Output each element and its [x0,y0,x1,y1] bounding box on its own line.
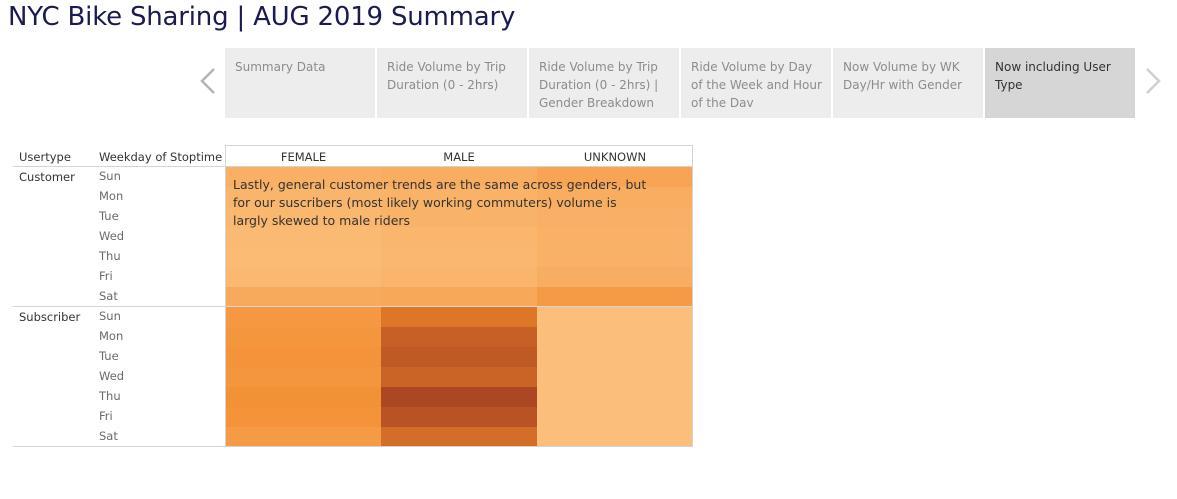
day-label-sat: Sat [99,289,118,303]
heatmap-cell[interactable] [226,187,381,207]
day-label-thu: Thu [99,389,121,403]
heatmap-cell[interactable] [226,267,381,287]
usertype-label-subscriber: Subscriber [19,310,81,324]
heatmap-cell[interactable] [226,407,381,427]
heatmap-cell[interactable] [226,207,381,227]
heatmap-cell[interactable] [537,347,693,367]
heatmap-cell[interactable] [381,207,537,227]
day-label-thu: Thu [99,249,121,263]
heatmap-cell[interactable] [226,347,381,367]
heatmap-cell[interactable] [226,367,381,387]
heatmap-cell[interactable] [537,407,693,427]
day-label-mon: Mon [99,189,124,203]
heatmap-cell[interactable] [537,167,693,187]
heatmap-cell[interactable] [537,427,693,447]
column-header-male: MALE [443,150,475,164]
column-header-unknown: UNKNOWN [583,150,647,164]
day-label-fri: Fri [99,409,113,423]
heatmap-cell[interactable] [381,367,537,387]
heatmap-cell[interactable] [537,367,693,387]
heatmap-cell[interactable] [226,287,381,307]
heatmap-cell[interactable] [226,387,381,407]
right-border-line [692,145,693,447]
next-story-arrow-icon[interactable] [1143,66,1163,96]
story-point-trip-duration-gender[interactable]: Ride Volume by Trip Duration (0 - 2hrs) … [529,48,679,118]
story-point-trip-duration[interactable]: Ride Volume by Trip Duration (0 - 2hrs) [377,48,527,118]
heatmap-cell[interactable] [226,427,381,447]
heatmap-cell[interactable] [537,247,693,267]
heatmap-cell[interactable] [381,427,537,447]
story-point-user-type[interactable]: Now including User Type [985,48,1135,118]
day-label-wed: Wed [99,369,125,383]
bottom-border-line [13,446,693,447]
heatmap-cell[interactable] [226,227,381,247]
group-divider-line [13,306,693,307]
story-point-summary-data[interactable]: Summary Data [225,48,375,118]
heatmap-cell[interactable] [381,247,537,267]
day-label-sat: Sat [99,429,118,443]
heatmap-cell[interactable] [381,327,537,347]
heatmap-cell[interactable] [537,287,693,307]
heatmap-cell[interactable] [381,287,537,307]
story-point-day-hour[interactable]: Ride Volume by Day of the Week and Hour … [681,48,831,118]
day-label-tue: Tue [99,349,119,363]
row-header-usertype: Usertype [19,150,71,164]
heatmap-cell[interactable] [381,407,537,427]
heatmap-cell[interactable] [537,207,693,227]
usertype-label-customer: Customer [19,170,75,184]
heatmap-cell[interactable] [537,227,693,247]
heatmap-cell[interactable] [226,247,381,267]
day-label-sun: Sun [99,309,121,323]
heatmap-cell[interactable] [537,267,693,287]
heatmap-cell[interactable] [381,267,537,287]
heatmap-cell[interactable] [381,227,537,247]
heatmap-cell[interactable] [381,347,537,367]
heatmap-cell[interactable] [537,187,693,207]
dashboard-title: NYC Bike Sharing | AUG 2019 Summary [8,2,516,32]
row-header-border-line [225,145,226,447]
heatmap-cell[interactable] [226,307,381,327]
day-label-sun: Sun [99,169,121,183]
heatmap-cell[interactable] [537,387,693,407]
heatmap-cell[interactable] [226,167,381,187]
header-divider-line [13,166,693,167]
heatmap-cell[interactable] [381,167,537,187]
previous-story-arrow-icon[interactable] [198,66,218,96]
heatmap-cell[interactable] [537,327,693,347]
day-label-wed: Wed [99,229,125,243]
story-point-wk-day-hr-gender[interactable]: Now Volume by WK Day/Hr with Gender [833,48,983,118]
top-border-line [225,145,693,146]
heatmap-cell[interactable] [381,387,537,407]
row-header-weekday: Weekday of Stoptime [99,150,223,164]
column-header-female: FEMALE [280,150,327,164]
day-label-mon: Mon [99,329,124,343]
heatmap-cell[interactable] [537,307,693,327]
annotation-text: Lastly, general customer trends are the … [233,177,647,228]
heatmap-cell[interactable] [226,327,381,347]
heatmap-cell[interactable] [381,187,537,207]
day-label-fri: Fri [99,269,113,283]
heatmap-cell[interactable] [381,307,537,327]
day-label-tue: Tue [99,209,119,223]
